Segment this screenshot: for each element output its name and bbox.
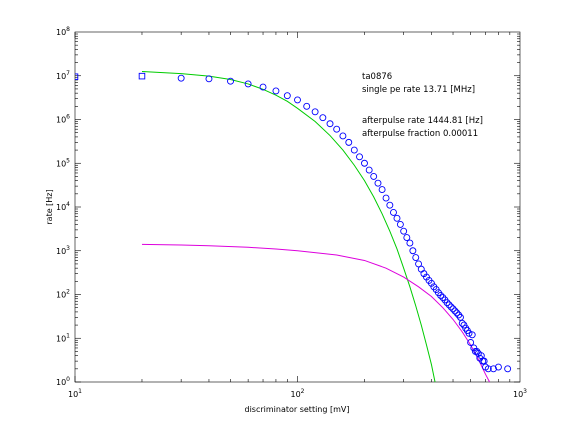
square-data-point — [75, 73, 79, 80]
y-axis-label: rate [Hz] — [45, 189, 54, 224]
circle-data-point — [365, 166, 373, 174]
circle-data-point — [458, 319, 466, 327]
circle-data-point — [333, 125, 341, 133]
circle-data-point — [412, 254, 420, 261]
x-tick-label: 101 — [68, 388, 82, 399]
circle-data-point — [451, 307, 459, 315]
circle-data-point — [393, 214, 401, 222]
single-pe-fit-line — [141, 71, 436, 382]
circle-data-point — [443, 299, 451, 307]
circle-data-point — [484, 365, 492, 373]
circle-data-point — [473, 347, 481, 355]
circle-data-point — [467, 339, 475, 346]
x-tick-label: 103 — [513, 388, 527, 399]
axis-ticks — [74, 32, 520, 383]
circle-data-point — [453, 309, 461, 317]
circle-data-point — [311, 108, 319, 116]
circle-data-point — [339, 132, 347, 140]
circle-data-point — [227, 77, 234, 85]
data-points — [75, 72, 512, 373]
circle-data-point — [439, 294, 447, 302]
afterpulse-fit-line — [141, 243, 491, 382]
circle-data-point — [447, 303, 455, 311]
circle-data-point — [177, 74, 185, 82]
circle-data-point — [283, 92, 291, 100]
circle-data-point — [490, 365, 497, 373]
circle-data-point — [465, 329, 473, 337]
circle-data-point — [449, 305, 457, 313]
circle-data-point — [468, 331, 476, 339]
fit-curves — [141, 71, 491, 382]
y-tick-label: 107 — [56, 70, 70, 81]
circle-data-point — [356, 153, 363, 161]
plot-area — [74, 31, 521, 383]
circle-data-point — [370, 172, 378, 180]
circle-data-point — [361, 159, 368, 167]
annotation-afterpulse-rate: afterpulse rate 1444.81 [Hz] — [362, 116, 483, 126]
y-tick-label: 108 — [56, 26, 70, 37]
circle-data-point — [319, 114, 327, 122]
circle-data-point — [445, 301, 453, 309]
circle-data-point — [504, 365, 512, 373]
circle-data-point — [396, 220, 404, 228]
circle-data-point — [494, 363, 502, 371]
circle-data-point — [294, 96, 301, 104]
x-tick-label: 102 — [290, 388, 304, 399]
circle-data-point — [303, 102, 311, 110]
square-data-point — [138, 72, 146, 80]
y-tick-label: 103 — [56, 245, 70, 256]
y-tick-label: 104 — [56, 201, 70, 212]
y-tick-label: 102 — [56, 289, 70, 300]
circle-data-point — [244, 80, 252, 88]
y-tick-label: 100 — [56, 376, 70, 387]
circle-data-point — [406, 239, 414, 247]
circle-data-point — [382, 194, 390, 202]
circle-data-point — [409, 247, 417, 255]
y-tick-label: 101 — [56, 332, 70, 343]
annotation-run-id: ta0876 — [362, 72, 392, 82]
y-tick-label: 106 — [56, 114, 70, 125]
circle-data-point — [326, 120, 334, 128]
circle-data-point — [259, 83, 267, 91]
circle-data-point — [378, 186, 386, 194]
x-axis-label: discriminator setting [mV] — [244, 405, 349, 414]
circle-data-point — [400, 227, 408, 235]
circle-data-point — [205, 75, 213, 83]
annotation-single-pe-rate: single pe rate 13.71 [MHz] — [362, 85, 475, 95]
circle-data-point — [374, 179, 382, 187]
circle-data-point — [428, 279, 435, 287]
circle-data-point — [350, 146, 358, 154]
circle-data-point — [415, 260, 423, 268]
circle-data-point — [403, 234, 411, 242]
circle-data-point — [386, 201, 394, 209]
circle-data-point — [345, 138, 353, 146]
circle-data-point — [272, 87, 280, 95]
circle-data-point — [437, 292, 445, 299]
y-tick-label: 105 — [56, 157, 70, 168]
annotation-afterpulse-fraction: afterpulse fraction 0.00011 — [362, 129, 478, 139]
circle-data-point — [390, 209, 397, 216]
